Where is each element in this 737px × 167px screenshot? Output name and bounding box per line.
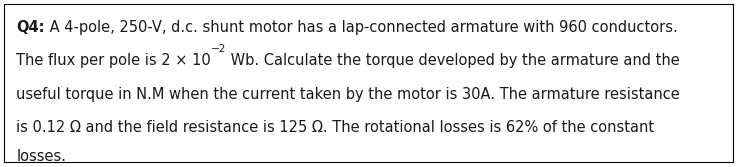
Text: losses.: losses. bbox=[16, 149, 66, 164]
Text: Q4:: Q4: bbox=[16, 20, 45, 35]
Text: The flux per pole is 2 × 10: The flux per pole is 2 × 10 bbox=[16, 53, 211, 68]
Text: A 4-pole, 250-V, d.c. shunt motor has a lap-connected armature with 960 conducto: A 4-pole, 250-V, d.c. shunt motor has a … bbox=[45, 20, 677, 35]
Text: Wb. Calculate the torque developed by the armature and the: Wb. Calculate the torque developed by th… bbox=[226, 53, 680, 68]
Text: is 0.12 Ω and the field resistance is 125 Ω. The rotational losses is 62% of the: is 0.12 Ω and the field resistance is 12… bbox=[16, 120, 654, 135]
Text: −2: −2 bbox=[211, 44, 226, 54]
Text: useful torque in N.M when the current taken by the motor is 30A. The armature re: useful torque in N.M when the current ta… bbox=[16, 87, 680, 102]
